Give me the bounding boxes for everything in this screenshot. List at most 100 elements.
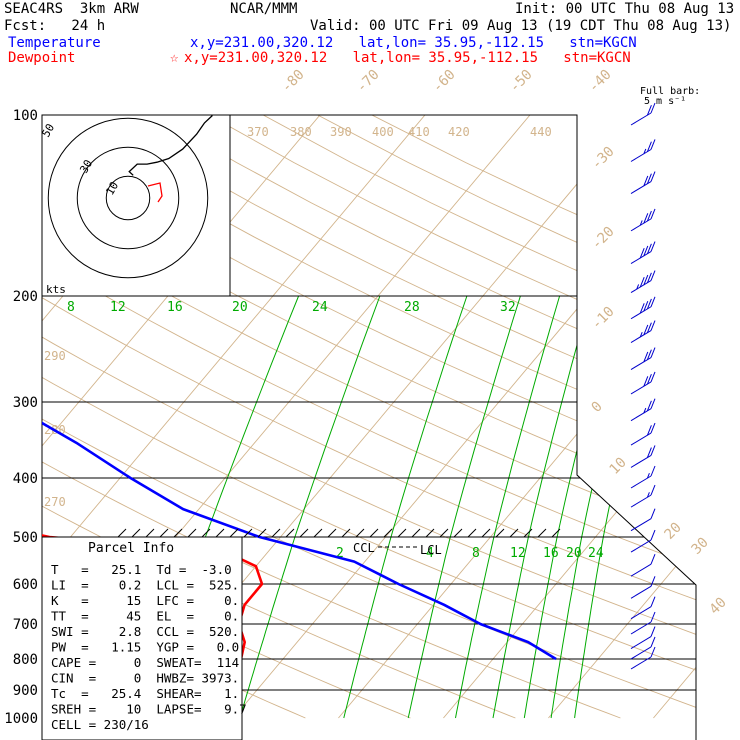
wind-barb-flag xyxy=(650,398,656,409)
wind-barb xyxy=(630,576,656,599)
wind-barb-flag xyxy=(650,347,656,358)
wind-barb xyxy=(630,320,656,343)
wind-barb-flag xyxy=(650,371,656,383)
wind-barb-flag xyxy=(650,270,656,281)
hatch-mark xyxy=(131,528,141,538)
org-name: NCAR/MMM xyxy=(230,1,298,17)
wind-barb-flag xyxy=(646,400,652,412)
isotherm-line xyxy=(0,115,5,718)
wind-barb-flag xyxy=(643,376,649,387)
isotherm-line xyxy=(338,115,696,719)
pressure-tick-label: 800 xyxy=(13,652,38,668)
wind-barb-flag xyxy=(650,139,656,150)
hatch-mark xyxy=(117,528,127,538)
wind-barb-flag xyxy=(650,171,656,182)
dewpoint-legend: Dewpoint xyxy=(8,50,76,66)
model-name: SEAC4RS 3km ARW xyxy=(4,1,139,17)
wind-barb-staff xyxy=(630,656,652,670)
isotherm-tick-label: 20 xyxy=(662,520,685,543)
init-time: Init: 00 UTC Thu 08 Aug 13 xyxy=(515,1,735,17)
wind-barb xyxy=(630,398,656,422)
hatch-mark xyxy=(271,528,281,538)
mixing-ratio-label: 16 xyxy=(167,300,183,315)
mixing-ratio-label: 20 xyxy=(566,546,582,561)
wind-barb-flag xyxy=(650,320,656,331)
wind-barb-flag xyxy=(646,373,652,385)
hatch-mark xyxy=(341,528,351,538)
hodograph-ring-label: 50 xyxy=(39,122,57,140)
level-markers: CCL LCL xyxy=(117,528,561,557)
hatch-mark xyxy=(215,528,225,538)
wind-barb xyxy=(630,171,656,194)
wind-barb-flag xyxy=(646,243,652,254)
dry-adiabat-label: 390 xyxy=(330,125,352,139)
pressure-tick-label: 400 xyxy=(13,471,38,487)
parcel-row: Tc = 25.4 SHEAR= 1. xyxy=(51,686,239,701)
wind-barb-staff xyxy=(630,539,652,553)
wind-barb-flag xyxy=(639,247,645,259)
hatch-mark xyxy=(187,528,197,538)
wind-barb-flag xyxy=(646,173,652,184)
wind-barb xyxy=(630,445,656,468)
dry-adiabat-label: 380 xyxy=(290,125,312,139)
wind-barb-flag xyxy=(639,303,645,314)
dry-adiabat-line xyxy=(42,115,696,719)
mixing-ratio-label: 2 xyxy=(336,546,344,561)
hatch-mark xyxy=(355,528,365,538)
hatch-mark xyxy=(369,528,379,538)
sounding-series xyxy=(42,115,557,661)
isotherm-tick-label: -10 xyxy=(589,304,618,333)
wind-barb-staff xyxy=(630,585,652,599)
pressure-tick-label: 700 xyxy=(13,617,38,633)
barb-legend-unit: 5 m s⁻¹ xyxy=(644,96,687,107)
mixing-ratio-label: 12 xyxy=(510,546,526,561)
dry-adiabat-label: 370 xyxy=(247,125,269,139)
wind-barb-flag xyxy=(646,298,652,310)
parcel-row: T = 25.1 Td = -3.0 xyxy=(51,562,232,577)
mixing-ratio-label: 8 xyxy=(67,300,75,315)
hatch-mark xyxy=(439,528,449,538)
wind-barb-flag xyxy=(646,210,652,222)
mixing-ratio-label: 16 xyxy=(543,546,559,561)
wind-barb-half xyxy=(639,220,643,226)
dry-adiabat-line xyxy=(42,115,696,719)
parcel-info-box: Parcel Info T = 25.1 Td = -3.0LI = 0.2 LC… xyxy=(41,536,247,740)
wind-barb-flag xyxy=(650,484,656,496)
isotherm-tick-label: 30 xyxy=(689,535,712,558)
hodograph-ring-30 xyxy=(76,146,180,250)
parcel-row: LI = 0.2 LCL = 525. xyxy=(51,578,239,593)
hodograph-ring-10 xyxy=(105,175,151,221)
pressure-tick-label: 300 xyxy=(13,395,38,411)
dry-adiabat-line xyxy=(42,115,696,719)
temperature-legend: Temperature xyxy=(8,35,101,51)
wind-barb-half xyxy=(646,492,650,498)
hodograph-ring-50 xyxy=(47,117,209,279)
wind-barb xyxy=(630,465,656,489)
wind-barb-flag xyxy=(643,351,649,363)
wind-barb xyxy=(630,596,656,620)
wind-barb-flag xyxy=(650,241,656,252)
pressure-tick-label: 100 xyxy=(13,108,38,124)
wind-barb-flag xyxy=(646,141,652,152)
wind-barb-staff xyxy=(630,563,652,577)
hodograph-trace xyxy=(128,115,213,176)
wind-barb-half xyxy=(639,331,643,338)
parcel-row: CAPE = 0 SWEAT= 114 xyxy=(51,655,239,670)
hatch-mark xyxy=(201,528,211,538)
valid-time: Valid: 00 UTC Fri 09 Aug 13 (19 CDT Thu … xyxy=(310,18,732,34)
isotherm-tick-label: -80 xyxy=(279,67,308,96)
isotherm-tick-label: -50 xyxy=(507,67,536,96)
dewpoint-star-icon: ☆ xyxy=(170,50,179,66)
wind-barb-flag xyxy=(650,626,656,637)
barb-legend-title: Full barb: xyxy=(640,86,701,97)
hatch-mark xyxy=(481,528,491,538)
lcl-label: LCL xyxy=(420,543,442,557)
wind-barb xyxy=(630,422,656,446)
wind-barb xyxy=(630,484,656,508)
hodograph-units-label: kts xyxy=(46,283,66,296)
wind-barb-flag xyxy=(650,422,656,434)
pressure-tick-label: 1000 xyxy=(4,711,38,727)
hatch-mark xyxy=(509,528,519,538)
wind-barb-flag xyxy=(650,102,656,114)
hatch-mark xyxy=(551,528,561,538)
